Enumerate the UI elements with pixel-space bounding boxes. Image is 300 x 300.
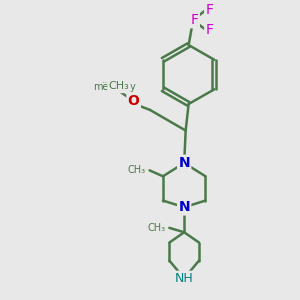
Text: O: O [128, 94, 140, 108]
Text: F: F [206, 23, 213, 37]
Text: CH₃: CH₃ [148, 223, 166, 233]
Text: NH: NH [175, 272, 194, 285]
Text: N: N [178, 200, 190, 214]
Text: CH₃: CH₃ [128, 165, 146, 175]
Text: CH₃: CH₃ [108, 81, 129, 91]
Text: N: N [178, 156, 190, 170]
Text: F: F [206, 3, 213, 17]
Text: methoxy: methoxy [102, 82, 109, 83]
Text: methoxy: methoxy [93, 82, 136, 92]
Text: F: F [190, 13, 199, 27]
Text: methyl: methyl [119, 87, 124, 88]
